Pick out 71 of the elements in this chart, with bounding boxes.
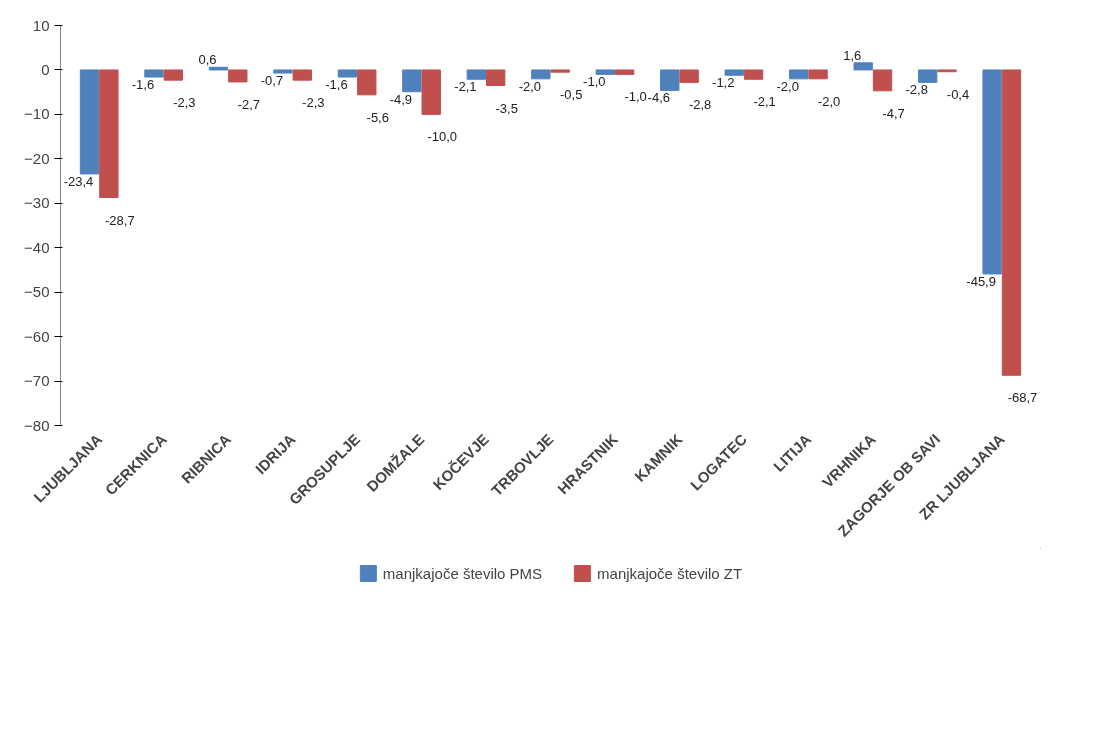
data-label: 0,6 xyxy=(198,52,217,68)
data-label: -4,6 xyxy=(647,90,670,106)
bar xyxy=(1001,69,1022,376)
data-label: -2,8 xyxy=(688,97,712,113)
bar xyxy=(273,69,293,74)
bar xyxy=(531,69,551,80)
y-tick-label: 0 xyxy=(41,60,50,78)
bar xyxy=(743,69,764,80)
y-tick-label: −40 xyxy=(24,238,50,256)
y-tick-label: 10 xyxy=(32,16,50,34)
data-label: -0,4 xyxy=(946,86,970,102)
data-label: -2,1 xyxy=(454,79,477,95)
bar xyxy=(421,69,441,115)
bar xyxy=(402,69,422,93)
legend-label: manjkajoče število ZT xyxy=(597,564,743,582)
data-label: -28,7 xyxy=(105,212,135,228)
data-label: -1,2 xyxy=(712,75,735,91)
bar xyxy=(79,69,100,175)
y-tick-label: −30 xyxy=(24,194,50,212)
bar xyxy=(486,69,506,86)
bar xyxy=(595,69,615,75)
data-label: -0,7 xyxy=(260,73,284,89)
data-label: -2,3 xyxy=(173,95,196,111)
bar xyxy=(466,69,487,80)
data-label: -2,3 xyxy=(302,95,325,111)
data-label: -2,7 xyxy=(237,96,261,112)
bar xyxy=(357,69,377,96)
y-tick-label: −10 xyxy=(24,105,50,123)
bar xyxy=(917,69,938,83)
bar xyxy=(789,69,809,80)
data-label: -68,7 xyxy=(1007,390,1038,406)
data-label: -23,4 xyxy=(63,173,94,189)
data-label: -2,8 xyxy=(905,82,928,98)
data-label: -5,6 xyxy=(366,109,389,125)
data-label: -1,6 xyxy=(325,77,348,93)
data-label: -4,9 xyxy=(389,91,413,107)
bar xyxy=(853,62,873,71)
bar xyxy=(99,69,119,198)
data-label: -2,0 xyxy=(776,78,799,94)
bar xyxy=(982,69,1002,275)
y-tick-label: −60 xyxy=(24,327,50,345)
bar xyxy=(337,69,358,78)
bar xyxy=(614,69,635,75)
bar xyxy=(679,69,699,83)
bar xyxy=(144,69,164,78)
data-label: -3,5 xyxy=(495,100,518,116)
bar xyxy=(292,69,312,81)
data-label: 1,6 xyxy=(843,47,862,63)
data-label: -2,0 xyxy=(817,93,841,109)
bar xyxy=(724,69,744,76)
data-label: -0,5 xyxy=(559,87,583,103)
data-label: -2,1 xyxy=(753,94,776,110)
y-tick-label: −20 xyxy=(24,149,50,167)
data-label: -45,9 xyxy=(966,273,996,289)
bar xyxy=(208,66,229,71)
bar xyxy=(808,69,828,80)
data-label: -1,0 xyxy=(583,74,606,90)
data-label: -2,0 xyxy=(518,78,542,94)
data-label: -4,7 xyxy=(882,105,905,121)
bar xyxy=(872,69,893,92)
y-tick-label: −50 xyxy=(24,283,50,301)
y-tick-label: −70 xyxy=(24,372,50,390)
data-label: -1,0 xyxy=(624,89,647,105)
data-label: -10,0 xyxy=(427,129,458,145)
y-tick-label: −80 xyxy=(24,416,50,434)
bar xyxy=(228,69,248,83)
bar xyxy=(660,69,680,91)
data-label: -1,6 xyxy=(131,77,155,93)
bar xyxy=(550,69,570,73)
legend-label: manjkajoče število PMS xyxy=(382,564,543,582)
bar xyxy=(163,69,184,81)
